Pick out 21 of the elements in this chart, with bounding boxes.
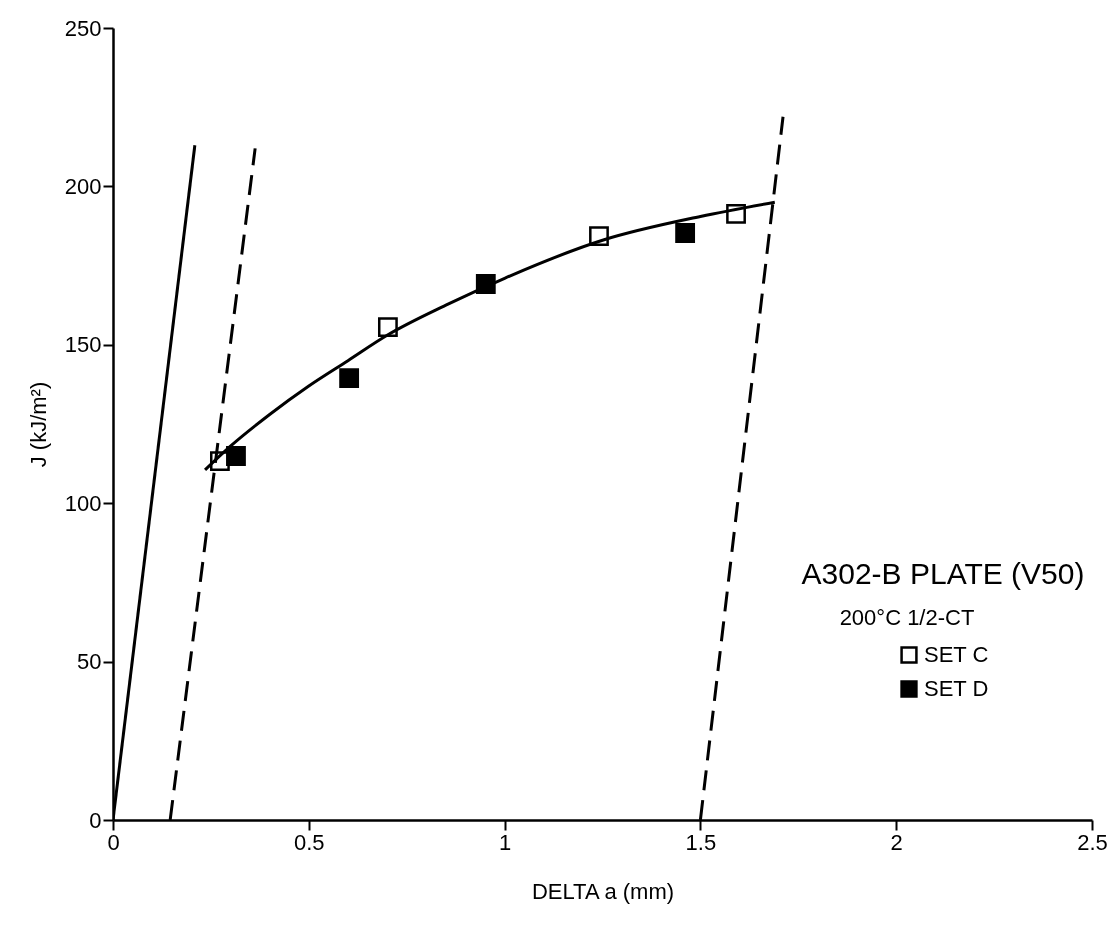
y-tick-label: 0: [89, 807, 102, 833]
x-tick-label: 0.5: [294, 829, 325, 855]
point: [339, 368, 360, 388]
x-tick-label: 0: [107, 829, 120, 855]
point: [226, 446, 246, 466]
y-axis-title: J (kJ/m²): [25, 381, 51, 468]
x-tick-label: 2: [890, 829, 903, 855]
y-tick-label: 150: [64, 332, 102, 358]
annotation: 200°C 1/2-CT: [839, 605, 975, 630]
x-tick-label: 1: [498, 829, 512, 855]
x-tick-label: 2.5: [1077, 829, 1108, 855]
legend-label: SET C: [924, 642, 989, 667]
x-tick-label: 1.5: [685, 829, 717, 855]
y-tick-label: 250: [64, 15, 102, 41]
y-tick-label: 50: [77, 649, 102, 675]
legend-label: SET D: [924, 676, 989, 701]
y-tick-label: 200: [64, 173, 102, 199]
y-tick-label: 100: [64, 490, 102, 516]
legend-title: A302-B PLATE (V50): [801, 557, 1085, 590]
point: [675, 223, 696, 243]
x-axis-title: DELTA a (mm): [531, 878, 675, 904]
